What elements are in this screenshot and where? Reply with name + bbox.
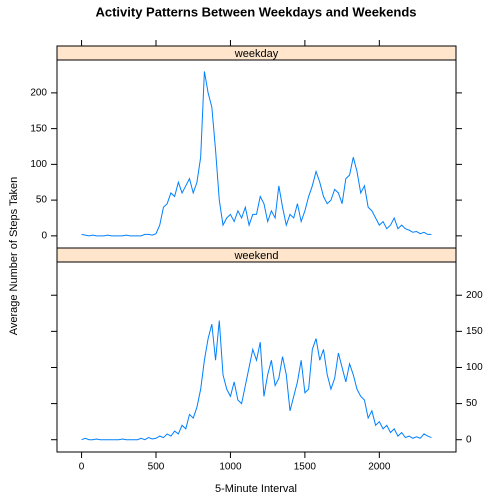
panel-frame <box>56 59 457 249</box>
y-tick-label: 0 <box>41 230 47 241</box>
x-axis-title: 5-Minute Interval <box>215 483 297 495</box>
y-tick-label: 200 <box>30 88 47 99</box>
x-tick-label: 500 <box>148 462 165 473</box>
data-line <box>81 71 432 237</box>
y-tick-label: 0 <box>466 434 472 445</box>
x-tick-label: 0 <box>79 462 85 473</box>
y-tick-label: 50 <box>36 195 48 206</box>
y-tick-label: 50 <box>466 398 478 409</box>
data-line <box>81 320 432 441</box>
y-tick-label: 150 <box>466 326 483 337</box>
chart-title: Activity Patterns Between Weekdays and W… <box>95 4 416 19</box>
y-axis-title: Average Number of Steps Taken <box>8 177 20 336</box>
y-tick-label: 150 <box>30 123 47 134</box>
x-tick-label: 2000 <box>368 462 391 473</box>
strip-label: weekend <box>233 250 278 262</box>
y-tick-label: 100 <box>466 362 483 373</box>
strip-label: weekday <box>234 48 279 60</box>
x-tick-label: 1000 <box>219 462 242 473</box>
y-tick-label: 200 <box>466 290 483 301</box>
y-tick-label: 100 <box>30 159 47 170</box>
panel-frame <box>56 261 457 453</box>
x-tick-label: 1500 <box>294 462 317 473</box>
